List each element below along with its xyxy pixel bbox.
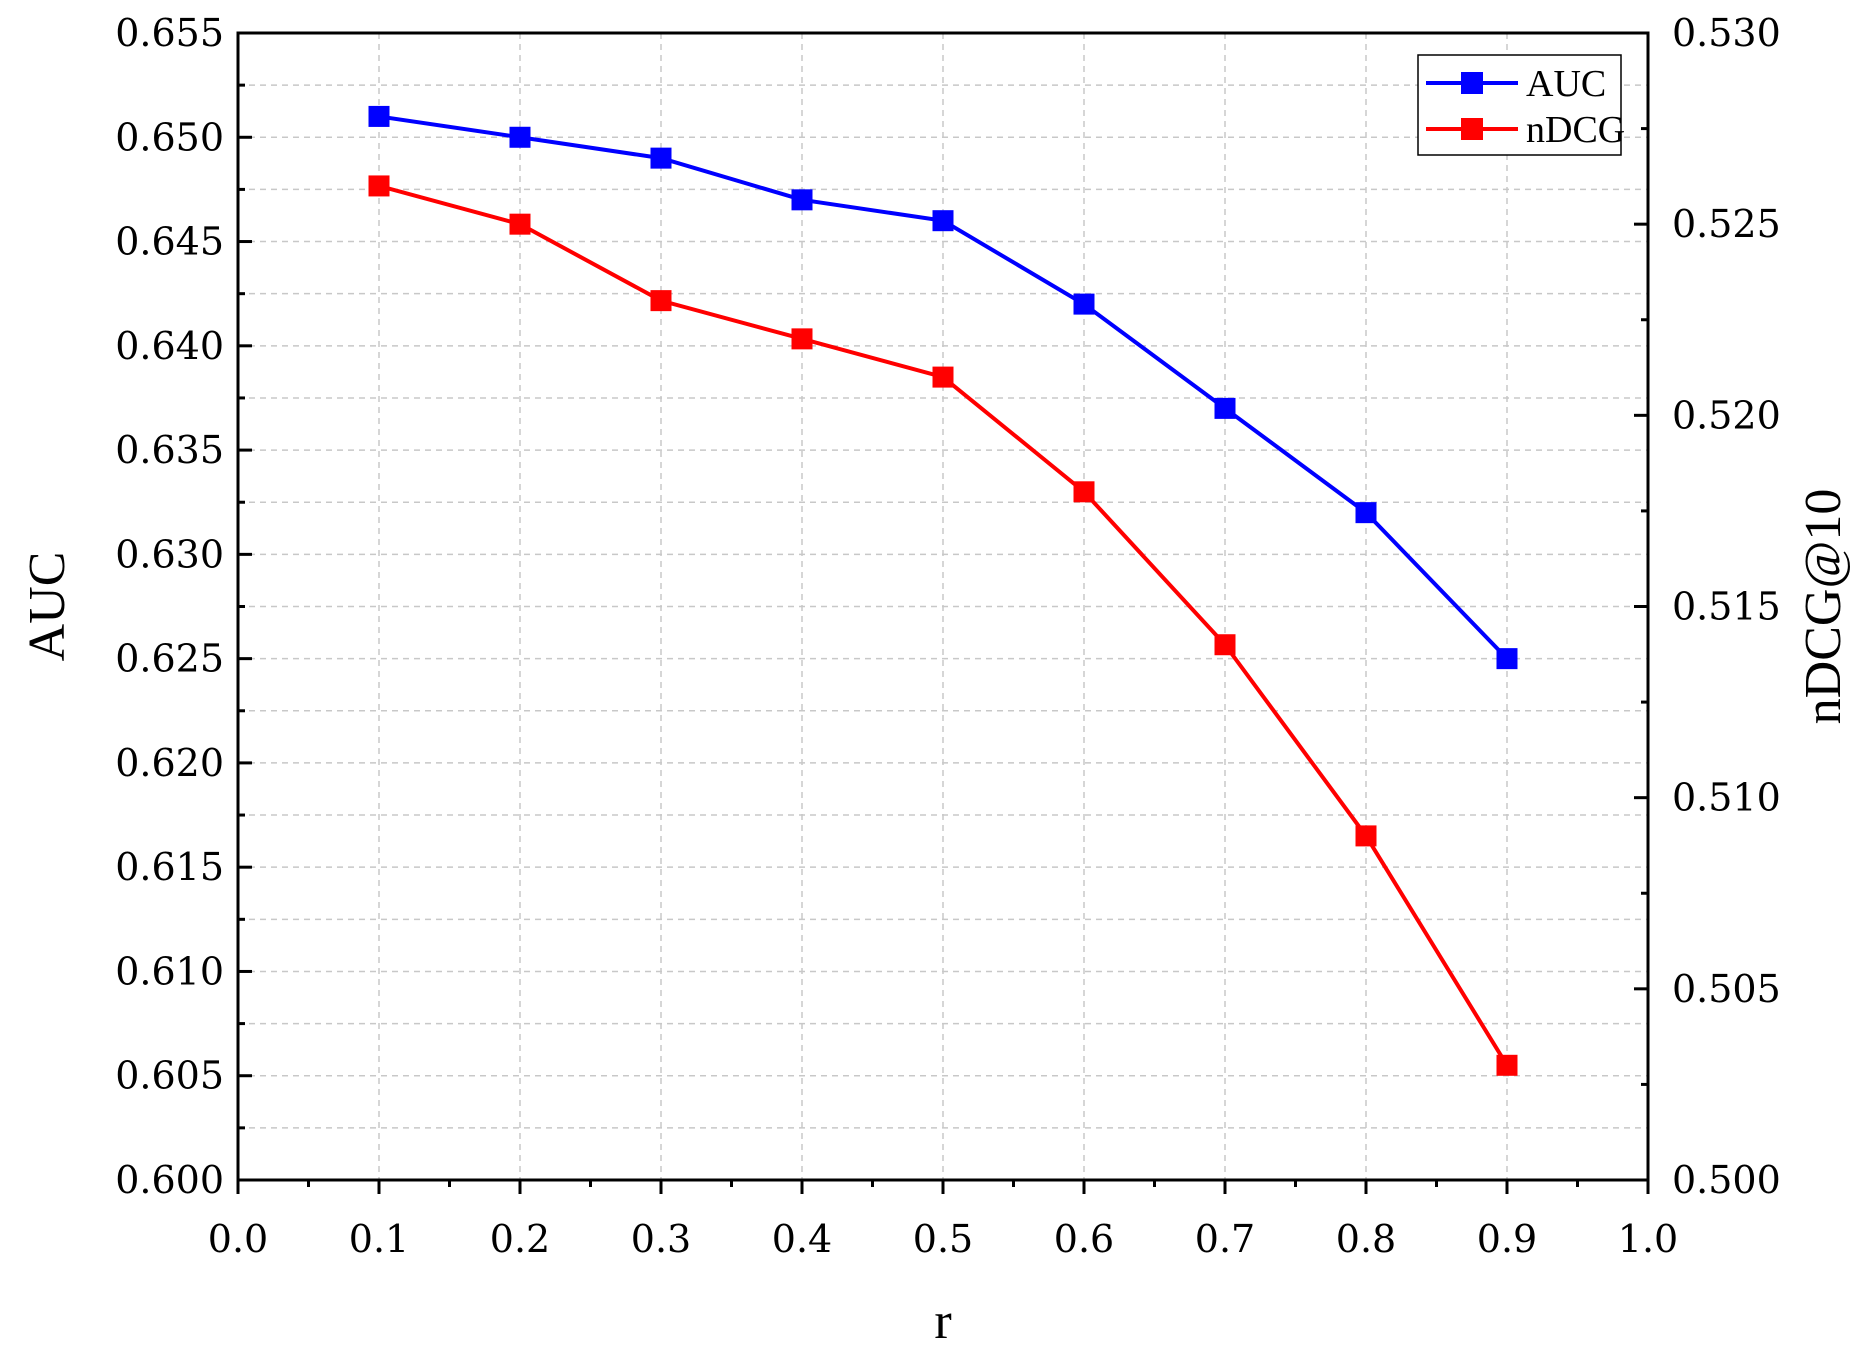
legend-marker	[1461, 118, 1483, 140]
grid-lines	[238, 33, 1648, 1180]
series-line-ndcg	[378, 184, 1509, 1067]
data-point-auc	[791, 189, 813, 211]
y-tick-label-left: 0.605	[115, 1054, 224, 1098]
legend-marker	[1461, 72, 1483, 94]
series-auc	[368, 105, 1518, 670]
data-point-auc	[1214, 397, 1236, 419]
data-point-ndcg	[1355, 825, 1377, 847]
data-point-auc	[1496, 648, 1518, 670]
y-tick-label-left: 0.615	[115, 845, 224, 889]
x-tick-label: 0.3	[631, 1217, 691, 1261]
legend-label: nDCG	[1526, 109, 1625, 151]
data-point-ndcg	[932, 366, 954, 388]
y-tick-label-left: 0.655	[115, 11, 224, 55]
y-tick-label-left: 0.630	[115, 532, 224, 576]
y-tick-label-right: 0.525	[1672, 202, 1781, 246]
y-tick-label-left: 0.640	[115, 324, 224, 368]
x-tick-label: 0.2	[490, 1217, 550, 1261]
y-tick-label-left: 0.620	[115, 741, 224, 785]
y-axis-title-right: nDCG@10	[1795, 489, 1852, 725]
y-tick-label-right: 0.530	[1672, 11, 1781, 55]
y-axis-title-left: AUC	[19, 552, 76, 662]
data-point-auc	[1073, 293, 1095, 315]
y-tick-label-left: 0.600	[115, 1158, 224, 1202]
x-axis-title: r	[934, 1293, 951, 1350]
data-point-auc	[509, 126, 531, 148]
data-point-auc	[932, 210, 954, 232]
legend-box	[1417, 54, 1622, 156]
axis-ticks	[236, 31, 1650, 1194]
x-tick-label: 0.7	[1195, 1217, 1255, 1261]
y-tick-label-left: 0.645	[115, 220, 224, 264]
data-point-ndcg	[509, 213, 531, 235]
data-point-ndcg	[1214, 634, 1236, 656]
data-point-ndcg	[791, 328, 813, 350]
data-point-ndcg	[1073, 481, 1095, 503]
legend-entry-auc: AUC	[1426, 63, 1606, 105]
x-tick-label: 0.0	[208, 1217, 268, 1261]
x-tick-label: 0.5	[913, 1217, 973, 1261]
y-tick-label-right: 0.500	[1672, 1158, 1781, 1202]
data-point-ndcg	[1496, 1054, 1518, 1076]
data-point-auc	[1355, 502, 1377, 524]
y-tick-label-right: 0.510	[1672, 776, 1781, 820]
series-ndcg	[368, 175, 1518, 1076]
y-tick-label-left: 0.635	[115, 428, 224, 472]
x-tick-label: 1.0	[1618, 1217, 1678, 1261]
y-tick-label-right: 0.515	[1672, 585, 1781, 629]
y-tick-label-right: 0.520	[1672, 393, 1781, 437]
data-point-ndcg	[650, 290, 672, 312]
data-point-ndcg	[368, 175, 390, 197]
data-point-auc	[650, 147, 672, 169]
series-layer	[368, 105, 1518, 1076]
legend-label: AUC	[1526, 63, 1606, 105]
y-tick-label-left: 0.650	[115, 115, 224, 159]
y-tick-label-left: 0.610	[115, 949, 224, 993]
x-tick-label: 0.8	[1336, 1217, 1396, 1261]
tick-labels: 0.0 0.1 0.2 0.3 0.4 0.5 0.6 0.7 0.8 0.9 1.0 0.600 0.…	[115, 11, 1781, 1261]
x-tick-label: 0.1	[349, 1217, 409, 1261]
x-tick-label: 0.6	[1054, 1217, 1114, 1261]
y-tick-label-right: 0.505	[1672, 967, 1781, 1011]
x-tick-label: 0.4	[772, 1217, 832, 1261]
y-tick-label-left: 0.625	[115, 637, 224, 681]
data-point-auc	[368, 105, 390, 127]
legend-entry-ndcg: nDCG	[1426, 109, 1625, 151]
x-tick-label: 0.9	[1477, 1217, 1537, 1261]
